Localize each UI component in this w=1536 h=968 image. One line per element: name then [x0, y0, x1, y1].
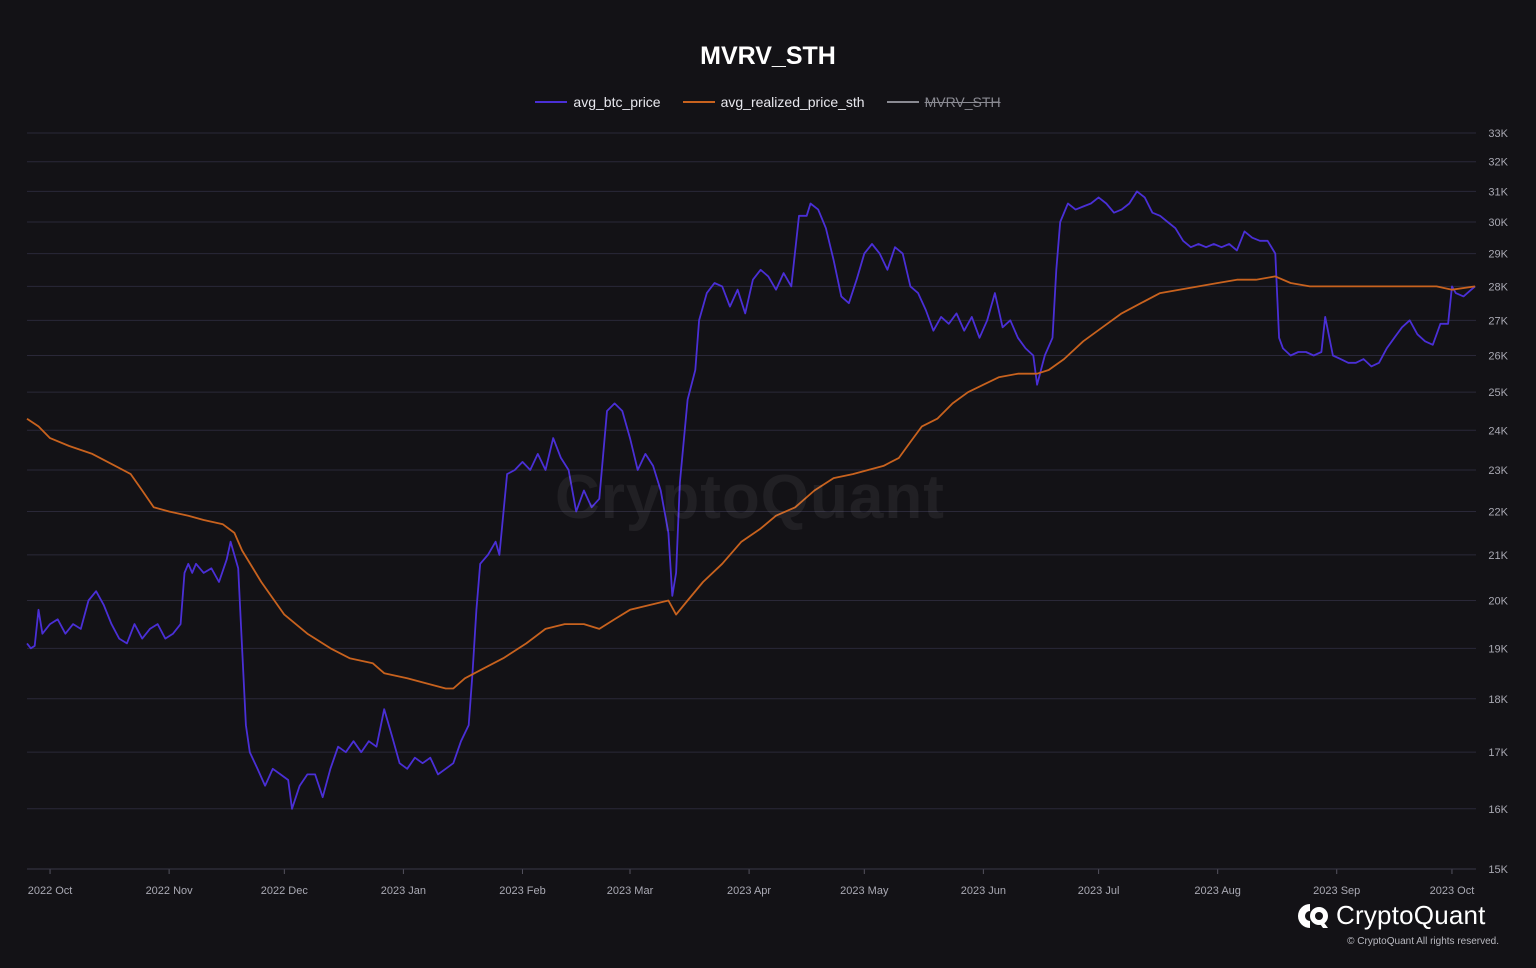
y-tick-label: 33K — [1488, 128, 1508, 140]
legend-label-avg-btc-price: avg_btc_price — [573, 94, 661, 110]
cryptoquant-logo-icon — [1298, 903, 1328, 928]
legend-label-avg-realized-price-sth: avg_realized_price_sth — [720, 94, 865, 110]
grid-lines — [27, 132, 1476, 810]
legend-swatch-mvrv-sth — [886, 101, 919, 103]
x-tick-label: 2022 Dec — [261, 885, 309, 897]
x-tick-label: 2023 Apr — [727, 885, 771, 897]
y-tick-label: 28K — [1488, 281, 1508, 293]
x-tick-label: 2023 Aug — [1194, 885, 1241, 897]
y-tick-label: 25K — [1488, 387, 1508, 399]
legend-item-avg-realized-price-sth[interactable]: avg_realized_price_sth — [682, 94, 865, 110]
brand-logo: CryptoQuant — [1296, 900, 1486, 931]
legend-label-mvrv-sth: MVRV_STH — [924, 94, 1001, 110]
y-tick-label: 17K — [1488, 747, 1508, 759]
x-tick-label: 2023 Feb — [499, 885, 545, 897]
x-axis-ticks: 2022 Oct 2022 Nov 2022 Dec 2023 Jan 2023 Feb… — [28, 869, 1475, 897]
y-tick-label: 22K — [1488, 506, 1508, 518]
x-tick-label: 2023 Jan — [381, 885, 426, 897]
x-tick-label: 2023 Mar — [607, 885, 654, 897]
copyright-text: © CryptoQuant All rights reserved. — [1347, 936, 1499, 947]
x-tick-label: 2022 Nov — [146, 885, 194, 897]
y-tick-label: 20K — [1488, 595, 1508, 607]
y-tick-label: 16K — [1488, 804, 1508, 816]
series-line-avg-realized-price-sth[interactable] — [26, 275, 1476, 690]
y-tick-label: 26K — [1488, 351, 1508, 363]
y-tick-label: 27K — [1488, 315, 1508, 327]
x-tick-label: 2023 Oct — [1430, 885, 1475, 897]
chart-title: MVRV_STH — [700, 42, 836, 70]
x-tick-label: 2023 Sep — [1313, 885, 1360, 897]
legend: avg_btc_price avg_realized_price_sth MVR… — [0, 94, 1536, 110]
y-tick-label: 24K — [1488, 425, 1508, 437]
x-tick-label: 2023 May — [840, 885, 889, 897]
y-axis-ticks: 15K 16K 17K 18K 19K 20K 21K 22K 23K 24K 25K 26K 27K 2… — [1488, 128, 1508, 876]
y-tick-label: 30K — [1488, 217, 1508, 229]
y-tick-label: 15K — [1488, 864, 1508, 876]
x-tick-label: 2023 Jul — [1078, 885, 1120, 897]
series-line-avg-btc-price[interactable] — [26, 190, 1476, 810]
y-tick-label: 21K — [1488, 550, 1508, 562]
brand-name: CryptoQuant — [1336, 900, 1486, 930]
series-lines — [26, 190, 1476, 810]
y-tick-label: 18K — [1488, 694, 1508, 706]
x-tick-label: 2022 Oct — [28, 885, 73, 897]
legend-swatch-avg-realized-price-sth — [682, 101, 715, 103]
legend-item-avg-btc-price[interactable]: avg_btc_price — [535, 94, 661, 110]
x-tick-label: 2023 Jun — [961, 885, 1006, 897]
y-tick-label: 19K — [1488, 643, 1508, 655]
y-tick-label: 23K — [1488, 465, 1508, 477]
legend-swatch-avg-btc-price — [535, 101, 568, 103]
y-tick-label: 32K — [1488, 157, 1508, 169]
legend-item-mvrv-sth[interactable]: MVRV_STH — [886, 94, 1001, 110]
y-tick-label: 31K — [1488, 186, 1508, 198]
y-tick-label: 29K — [1488, 249, 1508, 261]
watermark: CryptoQuant — [555, 463, 945, 532]
